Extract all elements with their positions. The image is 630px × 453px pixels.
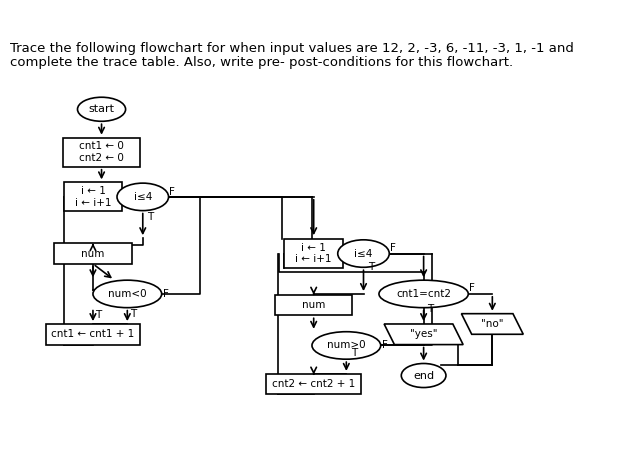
Text: T: T bbox=[427, 304, 433, 313]
Text: start: start bbox=[89, 104, 115, 114]
Text: cnt2 ← cnt2 + 1: cnt2 ← cnt2 + 1 bbox=[272, 379, 355, 389]
Ellipse shape bbox=[379, 280, 468, 308]
Text: num: num bbox=[302, 300, 325, 310]
Text: F: F bbox=[382, 341, 387, 351]
Text: i≤4: i≤4 bbox=[354, 249, 373, 259]
Polygon shape bbox=[384, 324, 463, 345]
Text: Trace the following flowchart for when input values are 12, 2, -3, 6, -11, -3, 1: Trace the following flowchart for when i… bbox=[9, 42, 573, 55]
FancyBboxPatch shape bbox=[63, 138, 140, 167]
Ellipse shape bbox=[401, 363, 446, 387]
FancyBboxPatch shape bbox=[64, 182, 122, 212]
Text: complete the trace table. Also, write pre- post-conditions for this flowchart.: complete the trace table. Also, write pr… bbox=[9, 56, 513, 69]
Text: cnt1=cnt2: cnt1=cnt2 bbox=[396, 289, 451, 299]
Text: T: T bbox=[351, 348, 357, 358]
FancyBboxPatch shape bbox=[285, 239, 343, 268]
Text: cnt1 ← cnt1 + 1: cnt1 ← cnt1 + 1 bbox=[51, 329, 135, 339]
Ellipse shape bbox=[117, 183, 169, 211]
Ellipse shape bbox=[338, 240, 389, 267]
FancyBboxPatch shape bbox=[266, 374, 361, 395]
Text: F: F bbox=[163, 289, 168, 299]
Text: T: T bbox=[130, 308, 136, 318]
Text: F: F bbox=[469, 283, 475, 293]
FancyBboxPatch shape bbox=[46, 324, 140, 345]
Polygon shape bbox=[461, 313, 524, 334]
Text: "no": "no" bbox=[481, 319, 503, 329]
Text: i≤4: i≤4 bbox=[134, 192, 152, 202]
Text: i ← 1
i ← i+1: i ← 1 i ← i+1 bbox=[295, 243, 332, 265]
Text: T: T bbox=[368, 262, 374, 272]
FancyBboxPatch shape bbox=[54, 243, 132, 264]
Text: F: F bbox=[390, 243, 396, 253]
Text: T: T bbox=[96, 310, 102, 320]
Text: num<0: num<0 bbox=[108, 289, 147, 299]
Text: end: end bbox=[413, 371, 434, 381]
Text: "yes": "yes" bbox=[410, 329, 437, 339]
Text: i ← 1
i ← i+1: i ← 1 i ← i+1 bbox=[75, 186, 112, 207]
Ellipse shape bbox=[77, 97, 125, 121]
Ellipse shape bbox=[93, 280, 162, 308]
Text: num: num bbox=[81, 249, 105, 259]
FancyBboxPatch shape bbox=[275, 295, 352, 315]
Text: cnt1 ← 0
cnt2 ← 0: cnt1 ← 0 cnt2 ← 0 bbox=[79, 141, 124, 163]
Text: T: T bbox=[147, 212, 153, 222]
Ellipse shape bbox=[312, 332, 381, 359]
Text: num>0: num>0 bbox=[327, 341, 365, 351]
Text: F: F bbox=[169, 187, 175, 197]
